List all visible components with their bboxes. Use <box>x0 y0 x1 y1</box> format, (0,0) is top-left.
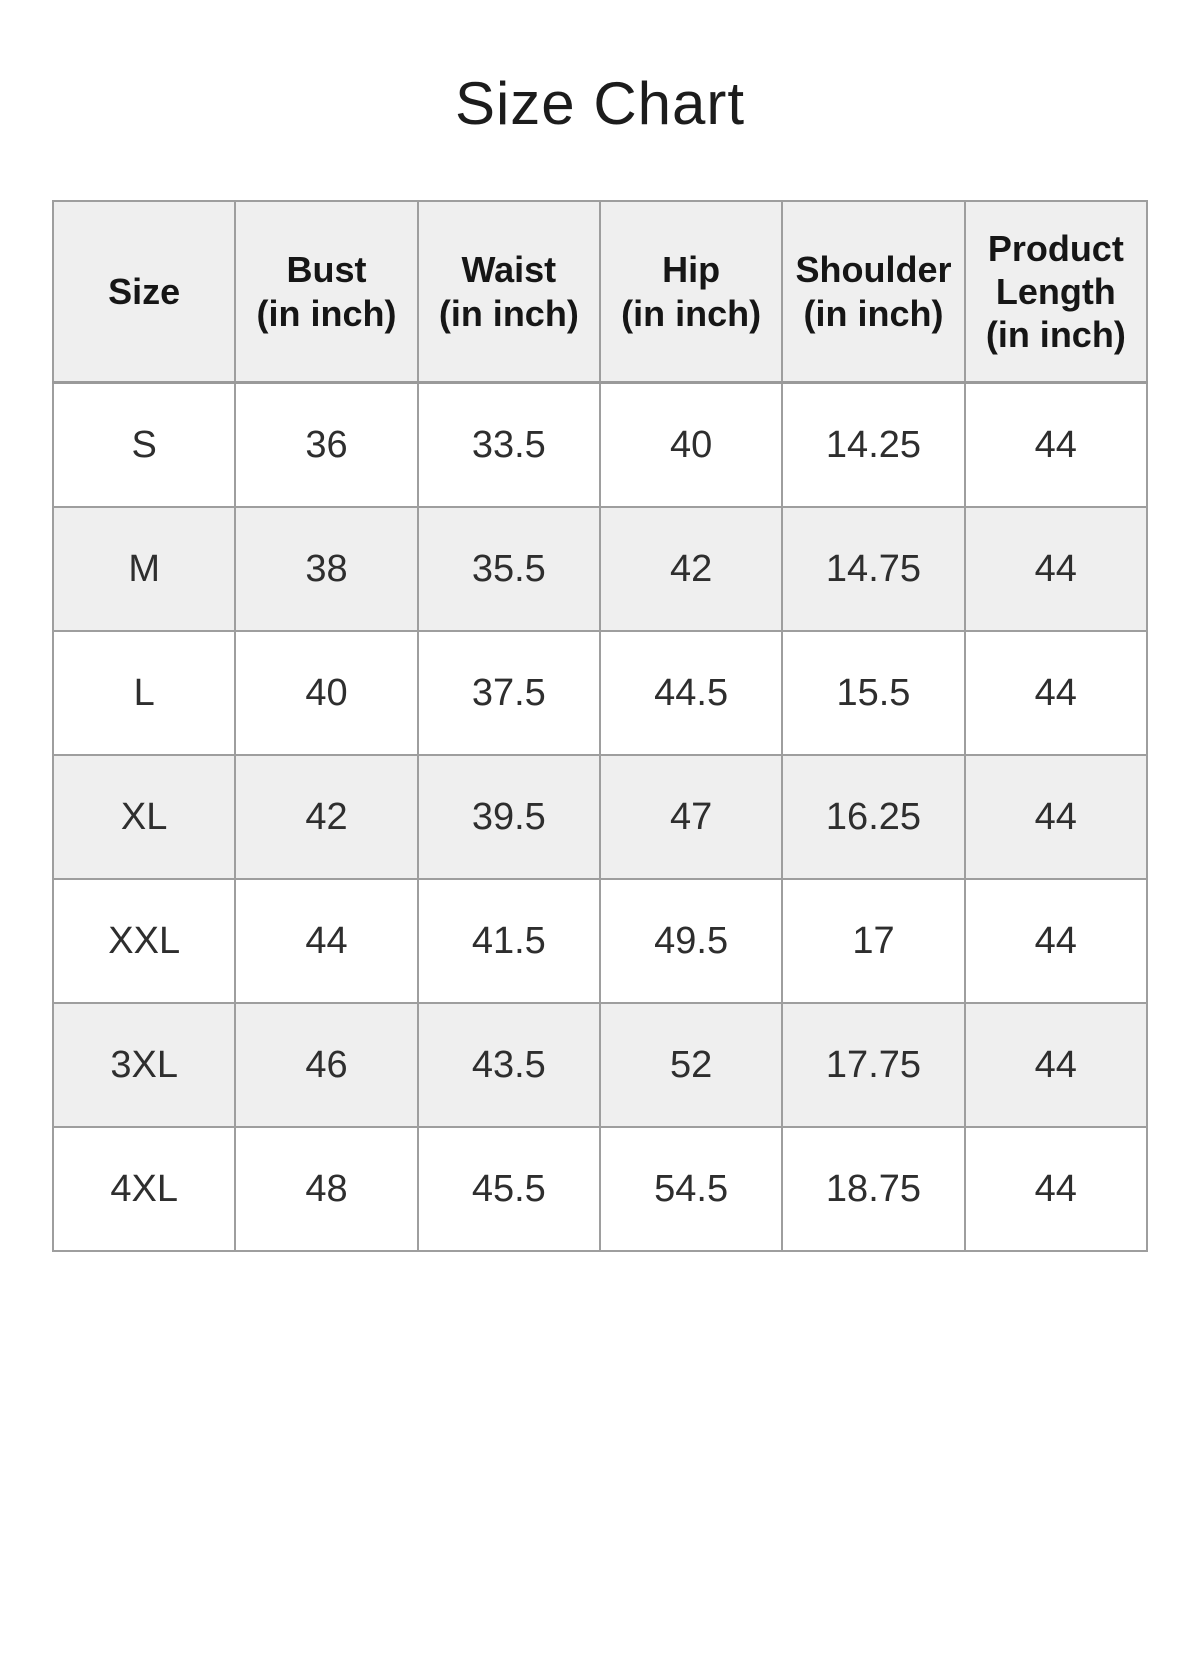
cell-bust: 42 <box>234 754 419 880</box>
cell-shoulder: 17.75 <box>781 1002 966 1128</box>
cell-product-length: 44 <box>963 878 1149 1004</box>
cell-bust: 36 <box>234 381 419 508</box>
size-chart-table: Size Bust (in inch) Waist (in inch) Hip … <box>51 200 1149 1252</box>
cell-shoulder: 16.25 <box>781 754 966 880</box>
header-cell-bust: Bust (in inch) <box>234 200 419 384</box>
table-row-xxl: XXL 44 41.5 49.5 17 44 <box>51 878 1149 1004</box>
cell-waist: 41.5 <box>416 878 601 1004</box>
cell-waist: 35.5 <box>416 506 601 632</box>
cell-bust: 44 <box>234 878 419 1004</box>
page-title: Size Chart <box>454 70 746 137</box>
cell-size: M <box>51 506 237 632</box>
cell-hip: 47 <box>598 754 784 880</box>
cell-waist: 37.5 <box>416 630 601 756</box>
cell-bust: 40 <box>234 630 419 756</box>
cell-shoulder: 15.5 <box>781 630 966 756</box>
cell-shoulder: 18.75 <box>781 1126 966 1252</box>
cell-size: 3XL <box>51 1002 237 1128</box>
cell-product-length: 44 <box>963 506 1149 632</box>
cell-hip: 54.5 <box>598 1126 784 1252</box>
cell-hip: 52 <box>598 1002 784 1128</box>
cell-hip: 42 <box>598 506 784 632</box>
cell-product-length: 44 <box>963 1002 1149 1128</box>
cell-shoulder: 14.75 <box>781 506 966 632</box>
header-cell-waist: Waist (in inch) <box>416 200 601 384</box>
header-cell-size: Size <box>51 200 237 384</box>
cell-hip: 44.5 <box>598 630 784 756</box>
header-cell-shoulder: Shoulder (in inch) <box>781 200 966 384</box>
cell-bust: 38 <box>234 506 419 632</box>
cell-hip: 40 <box>598 381 784 508</box>
cell-hip: 49.5 <box>598 878 784 1004</box>
table-row-4xl: 4XL 48 45.5 54.5 18.75 44 <box>51 1126 1149 1252</box>
cell-size: L <box>51 630 237 756</box>
cell-size: 4XL <box>51 1126 237 1252</box>
cell-product-length: 44 <box>963 381 1149 508</box>
cell-waist: 45.5 <box>416 1126 601 1252</box>
header-row: Size Bust (in inch) Waist (in inch) Hip … <box>51 200 1149 384</box>
table-row-xl: XL 42 39.5 47 16.25 44 <box>51 754 1149 880</box>
table-row-3xl: 3XL 46 43.5 52 17.75 44 <box>51 1002 1149 1128</box>
cell-size: XL <box>51 754 237 880</box>
table-row-m: M 38 35.5 42 14.75 44 <box>51 506 1149 632</box>
table-row-l: L 40 37.5 44.5 15.5 44 <box>51 630 1149 756</box>
cell-size: XXL <box>51 878 237 1004</box>
table-row-s: S 36 33.5 40 14.25 44 <box>51 381 1149 508</box>
cell-bust: 48 <box>234 1126 419 1252</box>
cell-shoulder: 14.25 <box>781 381 966 508</box>
cell-size: S <box>51 381 237 508</box>
cell-waist: 39.5 <box>416 754 601 880</box>
cell-bust: 46 <box>234 1002 419 1128</box>
cell-product-length: 44 <box>963 754 1149 880</box>
header-cell-product-length: Product Length (in inch) <box>963 200 1149 384</box>
cell-product-length: 44 <box>963 630 1149 756</box>
header-cell-hip: Hip (in inch) <box>598 200 784 384</box>
cell-waist: 33.5 <box>416 381 601 508</box>
cell-product-length: 44 <box>963 1126 1149 1252</box>
cell-waist: 43.5 <box>416 1002 601 1128</box>
cell-shoulder: 17 <box>781 878 966 1004</box>
